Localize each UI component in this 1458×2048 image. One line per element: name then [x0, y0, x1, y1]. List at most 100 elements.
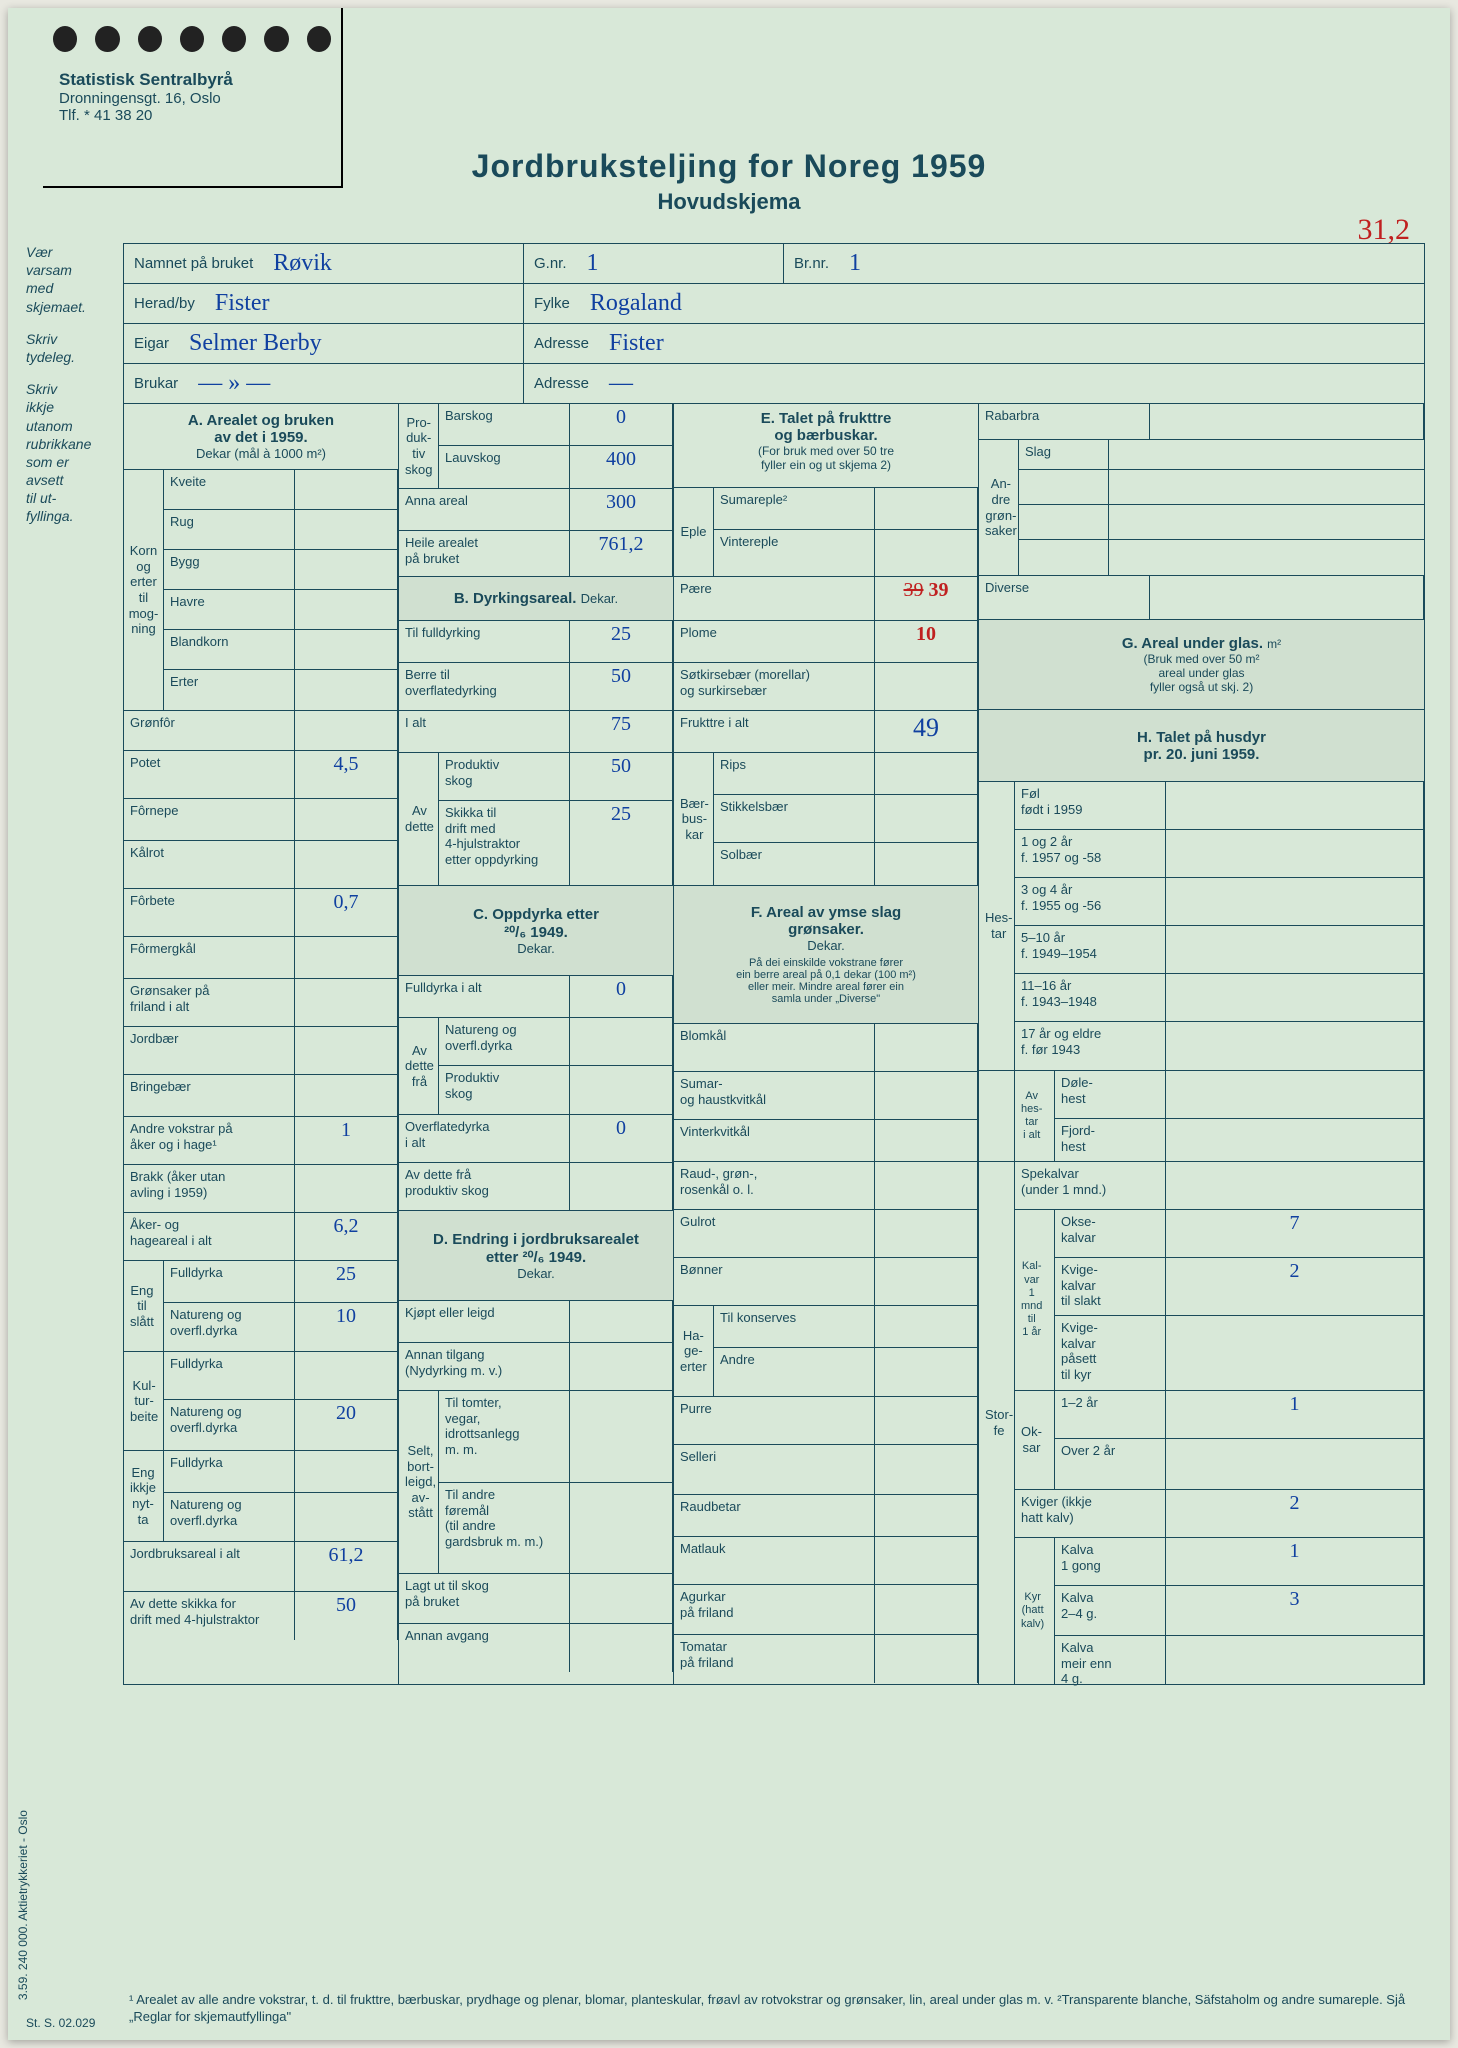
f-purre-label: Purre	[674, 1397, 874, 1444]
sectionB-unit: Dekar.	[581, 591, 619, 606]
sectionB-title: B. Dyrkingsareal.	[454, 590, 577, 607]
d-foremal-value	[569, 1483, 673, 1573]
kul-nat-value: 20	[294, 1400, 398, 1450]
hole	[53, 26, 77, 52]
f-tomatar-label: Tomatar på friland	[674, 1635, 874, 1683]
h-510-value	[1165, 926, 1424, 973]
gronfor-label: Grønfôr	[124, 711, 294, 750]
document-title: Jordbruksteljing for Noreg 1959	[8, 148, 1450, 185]
dolehest-label: Døle- hest	[1055, 1071, 1165, 1118]
kviger-label: Kviger (ikkje hatt kalv)	[1015, 1490, 1165, 1537]
d-lagtut-label: Lagt ut til skog på bruket	[399, 1574, 569, 1623]
f-purre-value	[874, 1397, 978, 1444]
overflate-value: 50	[569, 663, 673, 710]
havre-value	[294, 590, 398, 629]
d-tomter-value	[569, 1391, 673, 1482]
gronfor-value	[294, 711, 398, 750]
margin-note: Skriv ikkje utanom rubrikkane som er avs…	[26, 380, 114, 526]
blandkorn-value	[294, 630, 398, 669]
fjordhest-label: Fjord- hest	[1055, 1119, 1165, 1161]
sectionE-subtitle: (For bruk med over 50 tre fyller ein og …	[680, 444, 972, 472]
brukar-label: Brukar	[124, 367, 188, 400]
sectionC-title: C. Oppdyrka etter ²⁰/₆ 1949.	[405, 906, 667, 941]
oksar2-value	[1165, 1439, 1424, 1489]
kalva24-label: Kalva 2–4 g.	[1055, 1586, 1165, 1635]
hole	[180, 26, 204, 52]
kalva1-label: Kalva 1 gong	[1055, 1538, 1165, 1585]
f-tomatar-value	[874, 1635, 978, 1683]
ei-nat-value	[294, 1493, 398, 1541]
kveite-value	[294, 470, 398, 509]
bygg-value	[294, 550, 398, 589]
eng-full-label: Fulldyrka	[164, 1261, 294, 1302]
h-fol-label: Føl født i 1959	[1015, 782, 1165, 829]
f-matlauk-label: Matlauk	[674, 1537, 874, 1584]
h-12-label: 1 og 2 år f. 1957 og -58	[1015, 830, 1165, 877]
margin-note: Vær varsam med skjemaet.	[26, 243, 114, 316]
c-av-label: Av dette frå	[399, 1039, 440, 1094]
b-ialt-value: 75	[569, 711, 673, 752]
sumareple-value	[874, 488, 978, 529]
herad-value: Fister	[205, 286, 523, 321]
ei-nat-label: Natureng og overfl.dyrka	[164, 1493, 294, 1541]
h-34-value	[1165, 878, 1424, 925]
adresse1-label: Adresse	[524, 327, 599, 360]
rabarbra-value	[1149, 404, 1424, 439]
fornepe-label: Fôrnepe	[124, 799, 294, 840]
f-matlauk-value	[874, 1537, 978, 1584]
forbete-value: 0,7	[294, 889, 398, 936]
annaareal-label: Anna areal	[399, 489, 569, 530]
fornepe-value	[294, 799, 398, 840]
f-agurkar-label: Agurkar på friland	[674, 1585, 874, 1634]
heileareal-value: 761,2	[569, 531, 673, 576]
f-selleri-value	[874, 1445, 978, 1494]
hole	[138, 26, 162, 52]
kalvar-label: Kal- var 1 mnd til 1 år	[1015, 1256, 1048, 1343]
dolehest-value	[1165, 1071, 1424, 1118]
plome-value: 10	[874, 621, 978, 662]
document-page: Statistisk Sentralbyrå Dronningensgt. 16…	[8, 8, 1450, 2040]
sectionG-title: G. Areal under glas.	[1122, 635, 1263, 652]
prodskog-label: Pro- duk- tiv skog	[399, 411, 438, 481]
c-avdette-value	[569, 1163, 673, 1210]
h-17-value	[1165, 1022, 1424, 1070]
eigar-value: Selmer Berby	[179, 326, 523, 361]
fylke-value: Rogaland	[580, 286, 1424, 321]
f-blomkal-value	[874, 1024, 978, 1071]
agency-block: Statistisk Sentralbyrå Dronningensgt. 16…	[43, 70, 341, 124]
kvigekyr-label: Kvige- kalvar påsett til kyr	[1055, 1316, 1165, 1390]
f-raud-label: Raud-, grøn-, rosenkål o. l.	[674, 1162, 874, 1209]
sumareple-label: Sumareple²	[714, 488, 874, 529]
f-sumar-label: Sumar- og haustkvitkål	[674, 1072, 874, 1119]
b-skikka-value: 25	[569, 801, 673, 885]
formerg-label: Fôrmergkål	[124, 937, 294, 978]
oksar12-value: 1	[1165, 1391, 1424, 1438]
f-gulrot-label: Gulrot	[674, 1210, 874, 1257]
agency-name: Statistisk Sentralbyrå	[59, 70, 325, 90]
eigar-label: Eigar	[124, 327, 179, 360]
b-skikka-label: Skikka til drift med 4-hjulstraktor ette…	[439, 801, 569, 885]
barskog-label: Barskog	[439, 404, 569, 445]
fylke-label: Fylke	[524, 287, 580, 320]
f-bonner-value	[874, 1258, 978, 1305]
solbar-value	[874, 843, 978, 885]
bruket-label: Namnet på bruket	[124, 247, 263, 280]
d-tilgang-value	[569, 1343, 673, 1390]
sectionD-unit: Dekar.	[405, 1266, 667, 1281]
f-vinter-label: Vinterkvitkål	[674, 1120, 874, 1161]
b-prodskog-value: 50	[569, 753, 673, 800]
f-sumar-value	[874, 1072, 978, 1119]
andrevok-label: Andre vokstrar på åker og i hage¹	[124, 1117, 294, 1164]
oksar12-label: 1–2 år	[1055, 1391, 1165, 1438]
bruket-value: Røvik	[263, 246, 523, 281]
vertical-code: 3.59. 240 000. Aktietrykkeriet - Oslo	[16, 1810, 30, 2000]
lauvskog-value: 400	[569, 446, 673, 488]
vintereple-label: Vintereple	[714, 530, 874, 576]
b-prodskog-label: Produktiv skog	[439, 753, 569, 800]
ei-full-label: Fulldyrka	[164, 1451, 294, 1492]
d-avgang-value	[569, 1624, 673, 1672]
f-andre-label: Andre	[714, 1348, 874, 1396]
h-510-label: 5–10 år f. 1949–1954	[1015, 926, 1165, 973]
lauvskog-label: Lauvskog	[439, 446, 569, 488]
rabarbra-label: Rabarbra	[979, 404, 1149, 439]
